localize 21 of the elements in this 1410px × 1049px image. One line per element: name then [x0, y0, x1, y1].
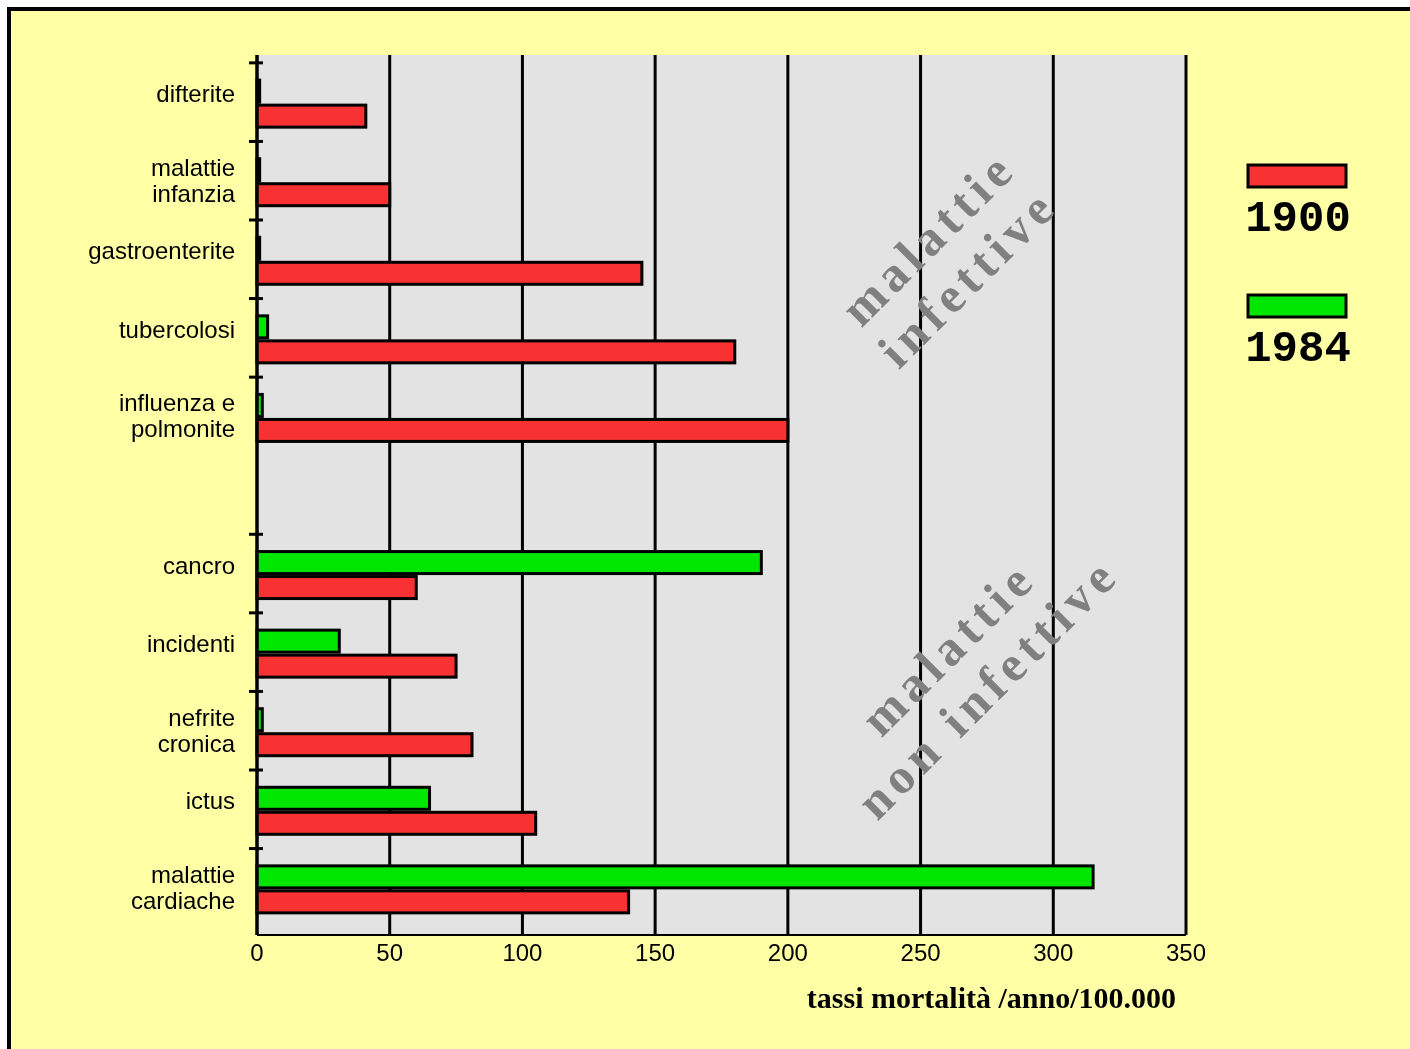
x-tick-label: 0: [250, 939, 264, 966]
x-tick-label: 50: [376, 939, 404, 966]
y-tick-label: ictus: [185, 787, 235, 815]
x-tick-label: 150: [635, 939, 676, 966]
y-tick-label: nefrite cronica: [157, 703, 236, 757]
x-axis-title: tassi mortalità /anno/100.000: [806, 981, 1176, 1014]
y-tick-label: malattie cardiache: [130, 860, 235, 914]
y-tick-label: gastroenterite: [88, 237, 235, 265]
y-tick-label: tubercolosi: [118, 315, 235, 343]
y-tick-label: influenza e polmonite: [118, 389, 235, 443]
legend-label: 1984: [1245, 324, 1351, 374]
x-tick-label: 350: [1165, 939, 1207, 966]
y-tick-label: incidenti: [146, 630, 235, 658]
x-tick-label: 100: [502, 939, 543, 966]
x-tick-label: 300: [1033, 939, 1074, 966]
y-tick-label: difterite: [156, 80, 235, 108]
x-tick-label: 250: [900, 939, 941, 966]
legend-label: 1900: [1245, 194, 1351, 244]
x-tick-label: 200: [767, 939, 808, 966]
y-tick-label: cancro: [162, 551, 235, 579]
y-tick-label: malattie infanzia: [150, 153, 236, 207]
